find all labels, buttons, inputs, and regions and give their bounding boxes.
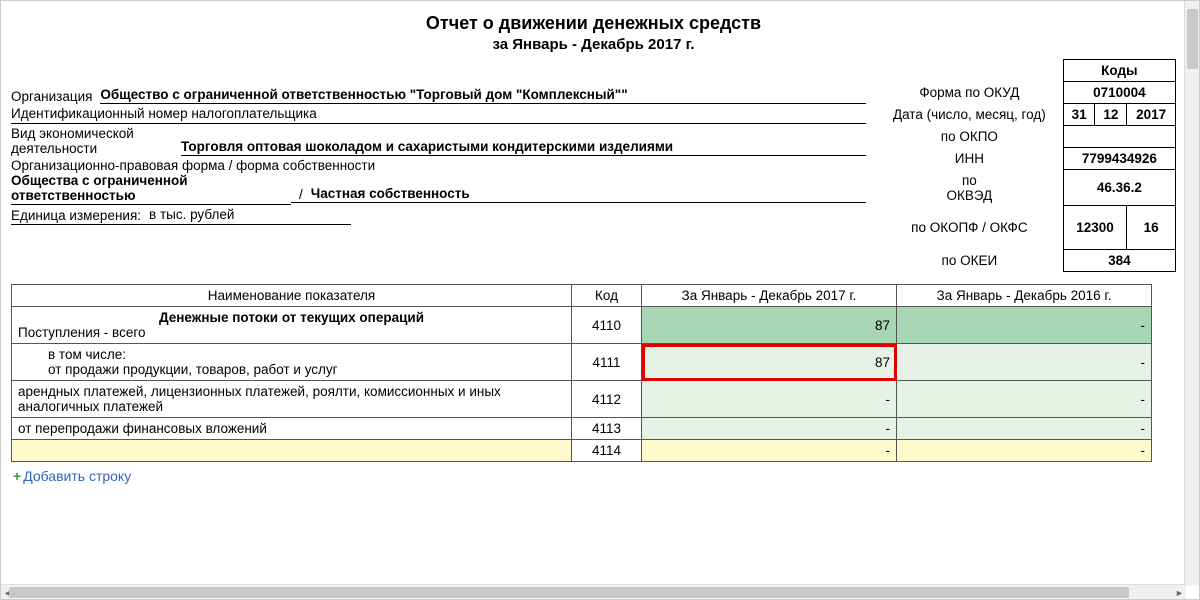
horizontal-scrollbar-thumb[interactable] bbox=[9, 587, 1129, 598]
okpo-value bbox=[1063, 126, 1175, 148]
plus-icon: + bbox=[13, 468, 23, 484]
th-2017: За Январь - Декабрь 2017 г. bbox=[642, 285, 897, 307]
r2-name: арендных платежей, лицензионных платежей… bbox=[12, 381, 572, 418]
add-row-button[interactable]: +Добавить строку bbox=[11, 462, 1176, 484]
r1-name: в том числе: от продажи продукции, товар… bbox=[12, 344, 572, 381]
okud-label: Форма по ОКУД bbox=[876, 82, 1063, 104]
okfs-value: 16 bbox=[1127, 206, 1176, 250]
th-2016: За Январь - Декабрь 2016 г. bbox=[897, 285, 1152, 307]
r1-v2[interactable] bbox=[897, 344, 1152, 381]
r3-code: 4113 bbox=[572, 418, 642, 440]
unit-label: Единица измерения: bbox=[11, 208, 149, 223]
r1-code: 4111 bbox=[572, 344, 642, 381]
inn-value: 7799434926 bbox=[1063, 148, 1175, 170]
opf-label: Организационно-правовая форма / форма со… bbox=[11, 158, 866, 173]
r0-code: 4110 bbox=[572, 307, 642, 344]
r0-v1[interactable]: 87 bbox=[642, 307, 897, 344]
codes-header: Коды bbox=[1063, 60, 1175, 82]
r4-code: 4114 bbox=[572, 440, 642, 462]
r4-name[interactable] bbox=[12, 440, 572, 462]
inn-code-label: ИНН bbox=[876, 148, 1063, 170]
okei-label: по ОКЕИ bbox=[876, 250, 1063, 272]
ownership-value: Частная собственность bbox=[311, 186, 866, 203]
r1-v1-highlighted[interactable]: 87 bbox=[642, 344, 897, 381]
date-y: 2017 bbox=[1127, 104, 1176, 126]
date-label: Дата (число, месяц, год) bbox=[876, 104, 1063, 126]
horizontal-scrollbar[interactable]: ◄ ► bbox=[1, 584, 1186, 599]
org-label: Организация bbox=[11, 89, 100, 104]
r2-code: 4112 bbox=[572, 381, 642, 418]
th-code: Код bbox=[572, 285, 642, 307]
vertical-scrollbar[interactable] bbox=[1184, 1, 1199, 586]
activity-value: Торговля оптовая шоколадом и сахаристыми… bbox=[181, 139, 866, 156]
vertical-scrollbar-thumb[interactable] bbox=[1187, 9, 1198, 69]
okved-value: 46.36.2 bbox=[1063, 170, 1175, 206]
r2-v2[interactable] bbox=[897, 381, 1152, 418]
okpo-label: по ОКПО bbox=[876, 126, 1063, 148]
codes-block: Коды Форма по ОКУД 0710004 Дата (число, … bbox=[876, 59, 1176, 272]
report-title: Отчет о движении денежных средств bbox=[11, 13, 1176, 34]
r3-v1[interactable] bbox=[642, 418, 897, 440]
okved-label: по ОКВЭД bbox=[876, 170, 1063, 206]
scroll-right-icon[interactable]: ► bbox=[1173, 586, 1186, 599]
org-value: Общество с ограниченной ответственностью… bbox=[100, 87, 866, 104]
date-m: 12 bbox=[1095, 104, 1127, 126]
okei-value: 384 bbox=[1063, 250, 1175, 272]
date-d: 31 bbox=[1063, 104, 1095, 126]
r0-v2[interactable] bbox=[897, 307, 1152, 344]
report-period: за Январь - Декабрь 2017 г. bbox=[11, 36, 1176, 53]
r4-v1[interactable] bbox=[642, 440, 897, 462]
okopf-value: 12300 bbox=[1063, 206, 1126, 250]
activity-label: Вид экономической деятельности bbox=[11, 126, 181, 156]
section-head: Денежные потоки от текущих операцийПосту… bbox=[12, 307, 572, 344]
inn-label: Идентификационный номер налогоплательщик… bbox=[11, 106, 866, 122]
okud-value: 0710004 bbox=[1063, 82, 1175, 104]
r3-v2[interactable] bbox=[897, 418, 1152, 440]
header-form-left: Организация Общество с ограниченной отве… bbox=[11, 59, 866, 225]
r3-name: от перепродажи финансовых вложений bbox=[12, 418, 572, 440]
okopf-label: по ОКОПФ / ОКФС bbox=[876, 206, 1063, 250]
unit-value: в тыс. рублей bbox=[149, 207, 866, 223]
r2-v1[interactable] bbox=[642, 381, 897, 418]
r4-v2[interactable] bbox=[897, 440, 1152, 462]
opf-value-1: Общества с ограниченной ответственностью bbox=[11, 173, 291, 203]
cashflow-table: Наименование показателя Код За Январь - … bbox=[11, 284, 1152, 462]
th-name: Наименование показателя bbox=[12, 285, 572, 307]
